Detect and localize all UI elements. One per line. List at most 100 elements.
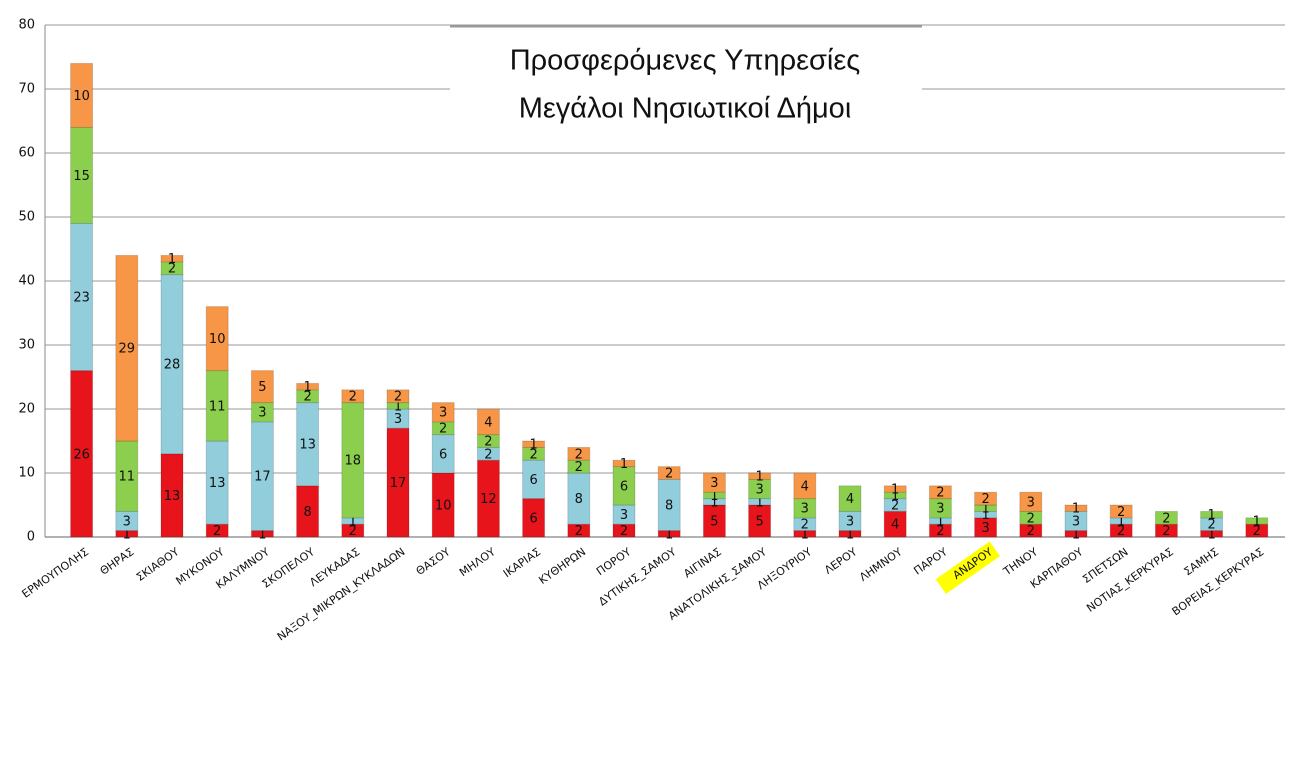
bar-segment [296,382,320,391]
bar-segment [974,491,998,506]
value-label: 1 [936,515,944,530]
value-label: 1 [891,483,899,498]
x-tick-label: ΔΥΤΙΚΗΣ_ΣΑΜΟΥ [596,545,679,608]
value-label: 29 [119,342,136,357]
value-label: 2 [981,492,989,507]
value-label: 3 [1072,515,1080,530]
value-label: 2 [665,467,673,482]
value-label: 2 [1027,511,1035,526]
x-tick-label: ΕΡΜΟΥΠΟΛΗΣ [20,545,91,600]
value-label: 10 [73,89,90,104]
x-tick-label: ΤΗΝΟΥ [1000,545,1040,579]
value-label: 6 [620,479,628,494]
bar-segment [522,440,546,448]
bar-segment [883,485,907,493]
value-label: 2 [484,435,492,450]
bar-segment [1154,510,1178,525]
value-label: 6 [529,511,537,526]
value-label: 2 [349,390,357,405]
value-label: 1 [1072,502,1080,517]
value-label: 1 [123,527,131,542]
bar-segment [341,389,365,404]
value-label: 1 [1207,508,1215,523]
bar-segment [1109,504,1133,519]
value-label: 1 [755,495,763,510]
bar-segment [612,459,636,468]
y-tick-label: 0 [27,530,35,545]
x-tick-label: ΣΑΜΗΣ [1181,545,1221,578]
x-tick-label: ΛΗΜΝΟΥ [857,545,905,584]
y-tick-label: 70 [18,82,35,97]
value-label: 8 [665,499,673,514]
highlight [935,541,1001,594]
bar-segment [748,472,772,480]
value-label: 2 [349,524,357,539]
bar-segment [205,306,229,372]
value-label: 11 [209,399,226,414]
value-label: 8 [303,505,311,520]
value-label: 13 [209,476,226,491]
bar-segment [838,485,862,512]
bar-segment [431,434,455,474]
bar-segment [567,459,591,474]
chart-title: Μεγάλοι Νησιωτικοί Δήμοι [519,93,852,125]
y-tick-label: 40 [18,274,35,289]
bar-segment [386,402,410,410]
bar-segment [431,402,455,423]
value-label: 2 [936,486,944,501]
bar-segment [70,370,94,538]
value-label: 10 [435,499,452,514]
value-label: 17 [254,470,271,485]
y-tick-label: 20 [18,402,35,417]
value-label: 2 [891,499,899,514]
value-label: 3 [801,502,809,517]
value-label: 1 [258,527,266,542]
value-label: 15 [73,169,90,184]
bar-segment [657,466,681,480]
bar-segment [793,472,817,500]
value-label: 4 [891,518,899,533]
x-tick-label: ΠΟΡΟΥ [594,545,634,578]
value-label: 3 [755,483,763,498]
bar-segment [1245,517,1269,525]
x-tick-label: ΘΑΣΟΥ [414,545,453,578]
value-label: 28 [164,358,181,373]
bar-segment [115,254,139,442]
value-label: 13 [299,438,316,453]
x-tick-label: ΛΕΡΟΥ [822,545,860,577]
value-label: 6 [529,473,537,488]
value-label: 2 [303,390,311,405]
bar-segment [928,498,952,519]
value-label: 2 [1027,524,1035,539]
value-label: 2 [1207,518,1215,533]
value-label: 3 [394,412,402,427]
value-label: 3 [123,515,131,530]
bar-segment [522,459,546,500]
y-tick-label: 60 [18,146,35,161]
bar-segment [160,254,184,263]
value-label: 2 [575,524,583,539]
value-label: 2 [394,390,402,405]
value-label: 3 [1027,495,1035,510]
value-label: 1 [710,495,718,510]
bar-segment [476,408,500,436]
bar-segment [1019,491,1043,512]
bar-segment [250,370,274,404]
value-label: 5 [710,515,718,530]
bar-segment [1064,504,1088,512]
value-label: 1 [846,527,854,542]
value-label: 12 [480,492,497,507]
y-tick-label: 30 [18,338,35,353]
value-label: 2 [1162,511,1170,526]
value-label: 1 [665,527,673,542]
value-label: 1 [394,399,402,414]
bar-segment [928,485,952,500]
x-tick-label: ΘΗΡΑΣ [98,545,137,577]
bar-segment [341,402,365,519]
bar-segment [883,491,907,500]
value-label: 4 [801,479,809,494]
value-label: 1 [1117,515,1125,530]
value-label: 6 [439,447,447,462]
value-label: 1 [620,457,628,472]
